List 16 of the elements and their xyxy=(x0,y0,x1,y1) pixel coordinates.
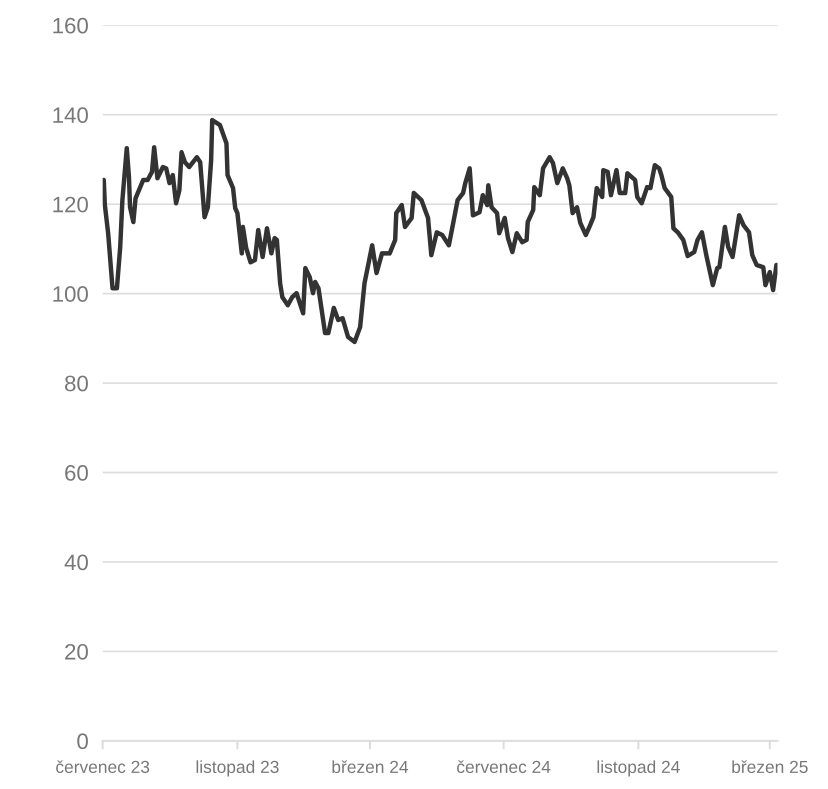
y-tick-label: 100 xyxy=(53,286,88,302)
x-tick-label: listopad 23 xyxy=(196,760,279,776)
x-tick-label: listopad 24 xyxy=(598,760,680,776)
x-tick-label: červenec 24 xyxy=(457,760,550,774)
y-tick-label: 80 xyxy=(65,376,88,392)
y-tick-label: 0 xyxy=(77,733,88,750)
line-series xyxy=(102,118,778,344)
y-tick-label: 20 xyxy=(65,644,88,660)
x-tick-label: březen 25 xyxy=(732,760,808,774)
x-tick-label: březen 24 xyxy=(332,760,408,774)
x-tick-label: červenec 23 xyxy=(56,760,150,774)
y-tick-label: 120 xyxy=(53,196,88,212)
y-tick-label: 160 xyxy=(53,18,88,34)
y-tick-label: 60 xyxy=(65,465,88,481)
y-tick-label: 40 xyxy=(64,554,88,570)
y-tick-label: 140 xyxy=(53,107,88,123)
